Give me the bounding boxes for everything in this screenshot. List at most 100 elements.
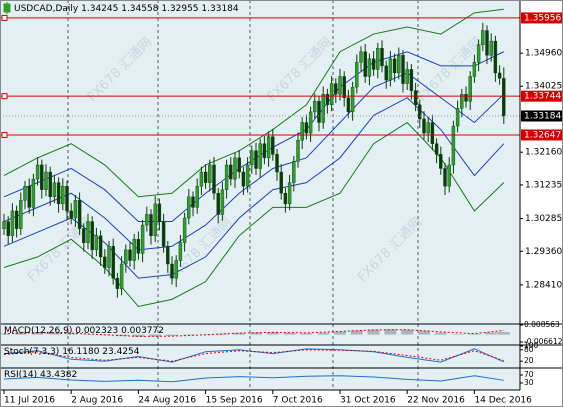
candle-body <box>208 164 212 183</box>
macd-bar <box>233 332 246 335</box>
candle-body <box>69 210 73 219</box>
close-value: 1.33184 <box>201 4 238 14</box>
candle-body <box>464 93 468 102</box>
macd-bar <box>182 334 195 336</box>
candle-body <box>304 122 309 134</box>
level-label: 1.35956 <box>524 13 561 23</box>
macd-bar <box>497 331 510 335</box>
macd-bar <box>451 334 464 335</box>
level-label: 1.33744 <box>524 92 561 102</box>
candle-body <box>397 55 401 74</box>
candle-body <box>271 136 275 155</box>
candle-body <box>48 171 52 197</box>
y-tick-label: 0.008563 <box>524 320 560 329</box>
high-value: 1.34558 <box>121 4 158 14</box>
macd-bar <box>384 329 397 335</box>
candle-body <box>229 164 233 180</box>
level-label-box <box>521 12 563 24</box>
candle-body <box>6 221 10 236</box>
candle-body <box>283 193 288 205</box>
macd-bar <box>300 333 313 335</box>
y-tick-label: 20 <box>524 356 534 365</box>
candle-body <box>489 40 493 56</box>
indicator-name: RSI(14) <box>4 370 37 380</box>
candle-body <box>455 108 460 127</box>
candle-body <box>170 263 174 279</box>
candle-body <box>329 83 334 106</box>
candle-body <box>430 122 435 144</box>
candle-body <box>413 90 418 106</box>
candle-body <box>346 97 351 113</box>
y-tick-label: 1.29360 <box>525 247 562 257</box>
candle-body <box>77 200 82 229</box>
candle-body <box>174 260 178 279</box>
macd-bar <box>266 332 279 335</box>
indicator-name: Stoch(7,3,3) <box>4 347 59 357</box>
macd-bar <box>367 329 380 335</box>
candle-body <box>73 200 78 219</box>
candle-body <box>472 62 477 77</box>
candle-body <box>254 150 258 169</box>
candle-body <box>447 164 451 187</box>
band-line <box>3 121 505 307</box>
chart-header: USDCAD,Daily 1.34245 1.34558 1.32955 1.3… <box>14 4 239 14</box>
candle-body <box>2 221 6 229</box>
candle-body <box>313 101 317 113</box>
y-tick-label: -0.006612 <box>524 337 563 346</box>
axis-background <box>0 390 520 407</box>
macd-bar <box>350 330 363 335</box>
candle-body <box>128 249 132 261</box>
candle-body <box>468 76 472 102</box>
indicator-value: 23.4254 <box>102 347 139 357</box>
candle-body <box>275 154 279 173</box>
macd-bar <box>48 332 61 335</box>
candle-body <box>103 256 107 268</box>
indicator-line <box>3 349 504 362</box>
candle-body <box>82 228 86 243</box>
candle-body <box>355 62 359 88</box>
candle-body <box>409 69 414 91</box>
candle-body <box>287 182 292 205</box>
y-tick-label: 1.34025 <box>525 82 562 92</box>
candle-body <box>418 104 422 120</box>
candle-body <box>439 154 443 169</box>
level-handle <box>1 93 8 100</box>
candle-body <box>334 83 338 95</box>
candle-body <box>476 44 481 63</box>
candle-body <box>27 185 31 208</box>
candle-body <box>166 246 170 265</box>
y-tick-label: 80 <box>524 345 534 354</box>
candle-body <box>161 221 166 247</box>
macd-bar <box>418 330 430 335</box>
candle-body <box>258 143 262 169</box>
macd-bar <box>334 331 346 335</box>
macd-bar <box>434 332 447 335</box>
symbol-icon <box>3 2 11 14</box>
candle-body <box>19 200 23 229</box>
candle-body <box>153 203 157 236</box>
candle-body <box>460 93 464 109</box>
candle-body <box>300 122 304 141</box>
y-tick-label: 1.30285 <box>525 214 562 224</box>
candle-body <box>149 214 153 236</box>
panel-title: MACD(12,26,9) 0.002323 0.003772 <box>4 326 164 336</box>
candle-body <box>262 143 267 159</box>
candle-body <box>250 150 254 166</box>
current-price-box <box>521 110 563 122</box>
candle-body <box>52 182 57 197</box>
x-tick-label: 22 Nov 2016 <box>407 396 465 406</box>
level-handle <box>1 131 8 138</box>
candle-body <box>31 178 36 208</box>
current-price-label: 1.33184 <box>524 111 561 121</box>
candle-body <box>157 203 162 222</box>
candle-body <box>237 157 241 173</box>
candle-body <box>40 164 44 190</box>
y-tick-label: 100 <box>524 341 539 350</box>
indicator-value: 43.4382 <box>40 370 77 380</box>
candle-body <box>384 65 388 81</box>
candle-body <box>481 30 485 45</box>
macd-bar <box>132 334 145 337</box>
symbol-title: USDCAD,Daily <box>14 4 79 14</box>
indicator-value: 0.003772 <box>121 326 164 336</box>
indicator-value: 0.002323 <box>75 326 118 336</box>
